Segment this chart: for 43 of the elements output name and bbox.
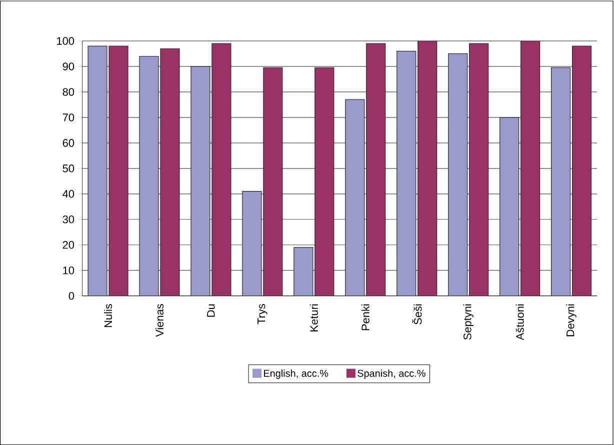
bar bbox=[469, 43, 489, 296]
x-tick-label: Du bbox=[207, 304, 215, 317]
y-tick-label: 30 bbox=[62, 215, 74, 224]
bar bbox=[366, 43, 386, 296]
bar bbox=[314, 67, 334, 296]
bar bbox=[572, 46, 592, 296]
x-tick-label: Šeši bbox=[412, 304, 422, 324]
y-tick-label: 10 bbox=[63, 266, 74, 274]
y-tick-label: 100 bbox=[57, 37, 74, 45]
bar bbox=[212, 43, 232, 296]
y-tick-label: 40 bbox=[62, 190, 74, 198]
y-tick-label: 80 bbox=[62, 88, 74, 96]
bar bbox=[418, 40, 438, 296]
y-tick-label: 90 bbox=[62, 62, 74, 70]
bar bbox=[396, 50, 416, 296]
x-tick-label: Nulis bbox=[104, 304, 112, 328]
bar bbox=[345, 99, 365, 296]
legend-label: English, acc.% bbox=[264, 370, 328, 379]
y-tick-label: 50 bbox=[62, 164, 74, 172]
y-tick-label: 20 bbox=[62, 240, 74, 249]
bar bbox=[88, 46, 108, 296]
legend-label: Spanish, acc.% bbox=[358, 370, 426, 379]
bar bbox=[160, 48, 180, 296]
bar bbox=[520, 40, 540, 296]
x-tick-label: Septyni bbox=[463, 304, 474, 340]
x-tick-label: Keturi bbox=[310, 304, 318, 332]
bar bbox=[139, 56, 159, 296]
x-tick-label: Trys bbox=[258, 304, 268, 324]
y-tick-label: 70 bbox=[62, 114, 74, 122]
bar bbox=[294, 247, 314, 296]
bar bbox=[263, 67, 283, 296]
x-tick-label: Vienas bbox=[155, 304, 164, 337]
y-tick-label: 60 bbox=[62, 139, 74, 147]
bar bbox=[242, 191, 262, 296]
bar bbox=[551, 67, 571, 296]
x-tick-label: Aštuoni bbox=[516, 304, 524, 340]
bar bbox=[108, 46, 128, 296]
bar bbox=[448, 53, 468, 296]
bar bbox=[190, 66, 210, 296]
y-tick-label: 0 bbox=[68, 292, 74, 300]
bar bbox=[500, 117, 520, 296]
x-tick-label: Penki bbox=[361, 304, 370, 330]
x-tick-label: Devyni bbox=[566, 304, 576, 336]
